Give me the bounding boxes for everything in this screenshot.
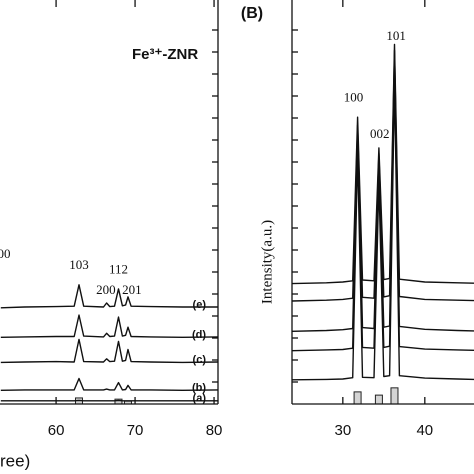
xrd-trace <box>0 284 218 309</box>
peak-label: 112 <box>109 262 128 277</box>
curve-label: (c) <box>193 354 207 366</box>
xrd-trace <box>0 338 218 364</box>
reference-bar <box>374 394 383 404</box>
x-tick-label: 70 <box>127 422 144 439</box>
x-tick-label: 30 <box>334 422 351 439</box>
curve-label: (b) <box>192 382 206 394</box>
peak-label: 201 <box>122 282 142 297</box>
xrd-trace <box>292 43 474 285</box>
reference-bar <box>390 387 399 404</box>
peak-label: 100 <box>344 90 364 105</box>
curve-label: (d) <box>192 329 206 341</box>
plot-area <box>0 284 218 404</box>
peak-label: 200 <box>96 282 116 297</box>
curve-label: (a) <box>193 393 207 405</box>
x-tick-label: 80 <box>206 422 223 439</box>
peak-label: 00 <box>0 246 10 261</box>
y-axis-label: Intensity(a.u.) <box>259 220 275 304</box>
peak-label: 002 <box>370 126 390 141</box>
xrd-trace <box>0 377 218 391</box>
reference-bar <box>114 398 123 404</box>
reference-bar <box>353 391 362 404</box>
panel-title: (B) <box>241 5 263 22</box>
peak-label: 103 <box>69 257 89 272</box>
xrd-trace <box>0 314 218 338</box>
plot-area <box>292 43 474 404</box>
x-tick-label: 60 <box>48 422 65 439</box>
peak-label: 101 <box>386 28 406 43</box>
peak-label: Fe³⁺-ZNR <box>132 46 198 63</box>
x-tick-label: 40 <box>416 422 433 439</box>
x-axis-label: ree) <box>0 451 30 470</box>
curve-label: (e) <box>193 299 207 311</box>
